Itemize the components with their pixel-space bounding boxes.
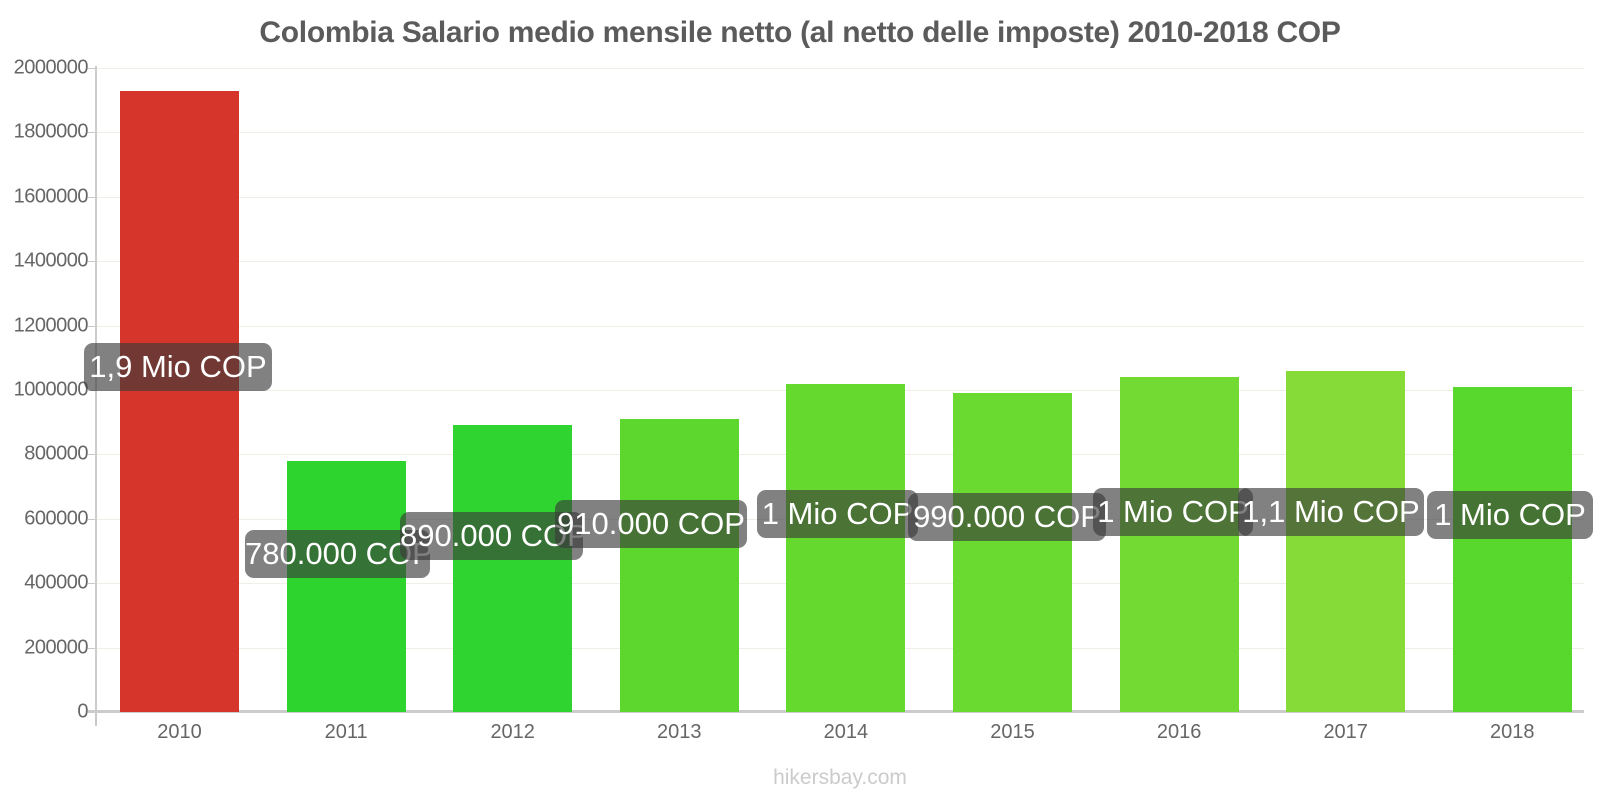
bar-2017[interactable] (1286, 370, 1406, 712)
x-axis-label-2011: 2011 (324, 721, 368, 743)
y-axis-label-200000: 200000 (24, 636, 88, 659)
y-tick-400000 (88, 583, 96, 585)
y-axis-label-2000000: 2000000 (13, 56, 89, 79)
x-axis-label-2012: 2012 (490, 721, 535, 743)
bar-2010[interactable] (120, 90, 239, 712)
bar-label-2017: 1,1 Mio COP (1238, 488, 1424, 536)
bar-2012[interactable] (453, 425, 573, 712)
y-tick-1400000 (88, 261, 96, 263)
gridline-1200000 (96, 325, 1584, 327)
x-axis-label-2010: 2010 (157, 721, 202, 743)
y-axis-label-1600000: 1600000 (13, 185, 89, 208)
gridline-1800000 (96, 132, 1584, 134)
bar-2018[interactable] (1452, 386, 1572, 712)
y-axis-label-0: 0 (77, 700, 88, 723)
x-axis-label-2017: 2017 (1323, 721, 1368, 743)
gridline-1400000 (96, 261, 1584, 263)
bar-2015[interactable] (953, 393, 1072, 712)
y-axis-label-400000: 400000 (24, 571, 88, 594)
bar-label-2014: 1 Mio COP (757, 490, 918, 538)
chart-title: Colombia Salario medio mensile netto (al… (259, 16, 1341, 49)
bar-label-2013: 910.000 COP (555, 500, 747, 548)
watermark: hikersbay.com (773, 766, 907, 789)
x-axis-label-2016: 2016 (1156, 721, 1202, 743)
gridline-1600000 (96, 196, 1584, 198)
bar-2016[interactable] (1119, 377, 1239, 712)
bar-2014[interactable] (786, 383, 906, 712)
bar-label-2016: 1 Mio COP (1093, 488, 1253, 536)
x-axis-label-2015: 2015 (990, 721, 1035, 743)
bar-label-2015: 990.000 COP (908, 493, 1106, 541)
y-axis-label-800000: 800000 (24, 442, 88, 465)
y-tick-800000 (88, 454, 96, 456)
y-axis-label-1000000: 1000000 (13, 378, 89, 401)
gridline-2000000 (96, 68, 1584, 69)
y-tick-1600000 (88, 196, 96, 198)
x-axis-label-2013: 2013 (657, 721, 702, 743)
y-tick-600000 (88, 518, 96, 520)
bar-label-2010: 1,9 Mio COP (84, 343, 272, 391)
y-tick-1200000 (88, 325, 96, 327)
bar-label-2011: 780.000 COP (245, 530, 433, 578)
y-tick-200000 (88, 647, 96, 649)
bar-2011[interactable] (286, 460, 406, 712)
x-axis-label-2014: 2014 (823, 721, 869, 743)
y-axis-label-1200000: 1200000 (13, 314, 89, 337)
x-axis-origin-tick (95, 713, 97, 725)
y-tick-1800000 (88, 132, 96, 134)
y-axis-label-1400000: 1400000 (13, 249, 89, 272)
y-axis-label-1800000: 1800000 (13, 120, 89, 143)
y-tick-2000000 (88, 68, 96, 69)
bar-label-2018: 1 Mio COP (1427, 491, 1593, 539)
y-axis-label-600000: 600000 (24, 507, 88, 530)
x-axis-label-2018: 2018 (1490, 721, 1535, 743)
bar-2013[interactable] (619, 418, 739, 712)
y-axis-line (95, 66, 97, 726)
